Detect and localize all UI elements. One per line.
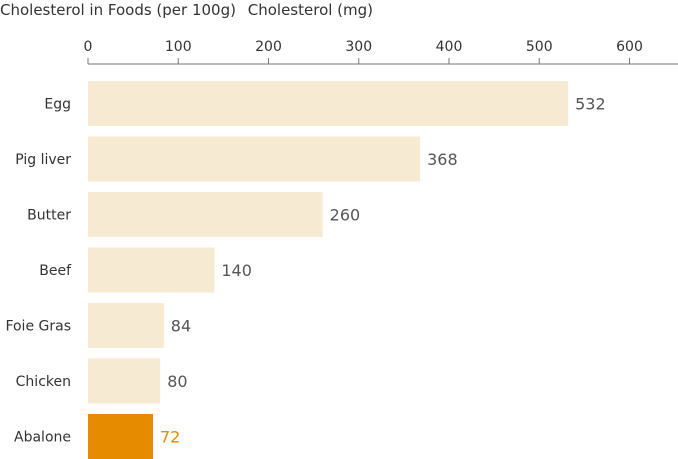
x-tick-label: 100 xyxy=(165,39,192,55)
x-tick-label: 600 xyxy=(616,39,643,55)
bar-chicken xyxy=(88,358,161,404)
category-label: Chicken xyxy=(16,374,71,390)
category-label: Foie Gras xyxy=(5,319,71,335)
bar-butter xyxy=(88,192,323,237)
chart-title: Cholesterol in Foods (per 100g) xyxy=(0,1,236,19)
value-label: 72 xyxy=(160,428,180,447)
x-tick-label: 500 xyxy=(526,39,553,55)
bar-egg xyxy=(88,81,569,126)
x-tick-label: 200 xyxy=(255,39,282,55)
x-tick-label: 300 xyxy=(345,39,372,55)
x-axis-title: Cholesterol (mg) xyxy=(247,1,374,19)
bar-beef xyxy=(88,247,215,293)
category-label: Butter xyxy=(27,208,71,224)
category-label: Beef xyxy=(39,263,72,279)
bar-pig-liver xyxy=(88,136,421,182)
chart-header: Cholesterol in Foods (per 100g) Choleste… xyxy=(0,0,380,22)
value-label: 80 xyxy=(167,372,187,391)
x-axis: 0 100 200 300 400 500 600 xyxy=(84,39,678,65)
bar-abalone xyxy=(88,414,153,459)
category-label: Egg xyxy=(44,97,71,113)
value-label: 368 xyxy=(427,150,458,169)
category-label: Abalone xyxy=(14,430,71,446)
x-tick-label: 400 xyxy=(436,39,463,55)
x-tick-label: 0 xyxy=(84,39,93,55)
category-label: Pig liver xyxy=(15,152,71,168)
bar-foie-gras xyxy=(88,303,164,348)
value-label: 532 xyxy=(575,95,606,114)
value-label: 84 xyxy=(171,317,191,336)
value-label: 260 xyxy=(330,206,361,225)
bars: Egg 532 Pig liver 368 Butter 260 Beef 140 Foie G… xyxy=(5,81,606,459)
value-label: 140 xyxy=(221,261,252,280)
